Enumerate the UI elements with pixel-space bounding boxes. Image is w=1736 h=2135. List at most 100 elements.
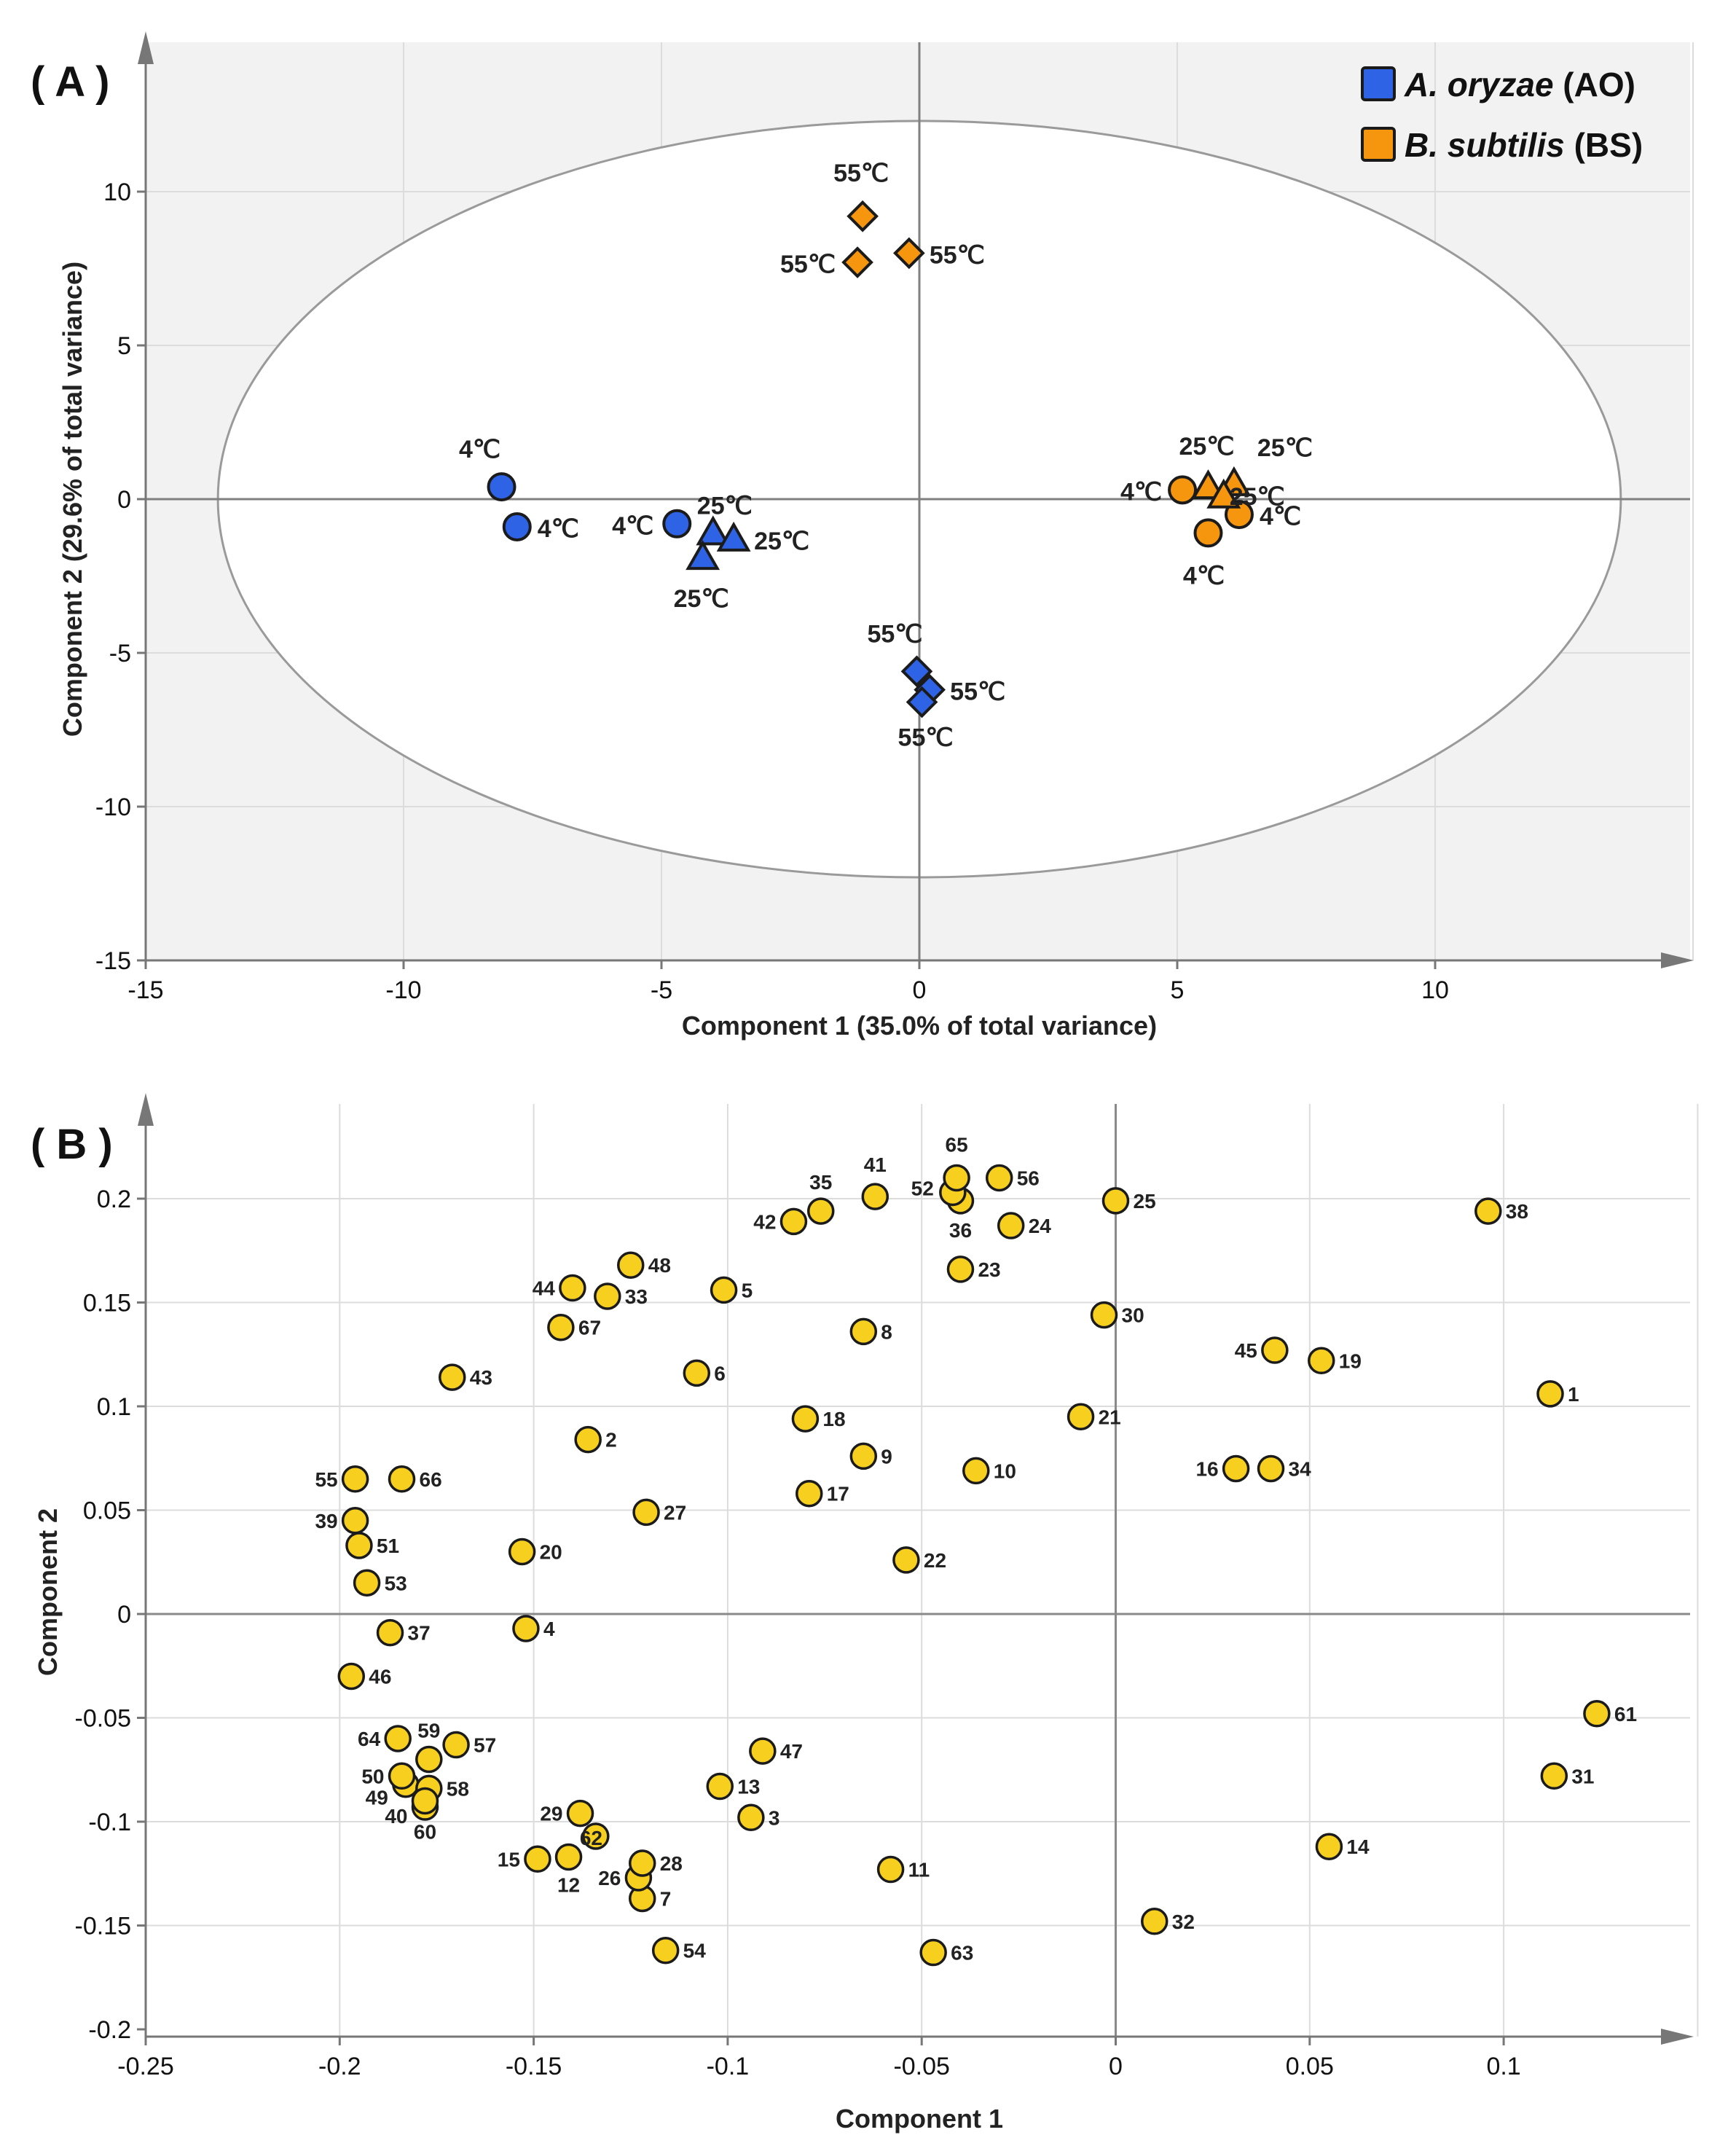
loading-label-57: 57 <box>474 1734 496 1757</box>
panel-a-x-tick-label-0: -15 <box>127 976 163 1004</box>
loading-point-25 <box>1101 1187 1130 1215</box>
point-bs-triangle-6 <box>1191 469 1225 500</box>
point-label-ao-0: 4℃ <box>459 436 500 463</box>
loading-point-54 <box>651 1936 680 1964</box>
loading-label-67: 67 <box>578 1317 601 1339</box>
point-label-ao-8: 55℃ <box>898 724 954 752</box>
panel-b-y-tick-label-2: -0.1 <box>88 1809 131 1836</box>
loading-label-15: 15 <box>498 1848 520 1870</box>
loading-point-38 <box>1474 1197 1502 1225</box>
point-label-ao-4: 25℃ <box>754 528 809 555</box>
loading-label-1: 1 <box>1568 1383 1579 1406</box>
loading-point-1 <box>1536 1380 1564 1408</box>
loading-label-55: 55 <box>315 1468 337 1491</box>
loading-point-27 <box>632 1498 660 1527</box>
point-label-bs-4: 4℃ <box>1260 503 1301 530</box>
loading-label-34: 34 <box>1289 1458 1312 1481</box>
panel-b-x-tick-label-7: 0.1 <box>1486 2053 1520 2080</box>
panel-b-y-tick-label-0: -0.2 <box>88 2016 131 2044</box>
loading-label-9: 9 <box>881 1445 892 1468</box>
loading-label-35: 35 <box>809 1171 832 1194</box>
loading-point-39 <box>341 1507 369 1535</box>
loading-label-18: 18 <box>822 1408 845 1430</box>
loading-label-54: 54 <box>683 1940 707 1962</box>
panel-a-y-tick-label-0: -15 <box>95 947 131 975</box>
point-bs-diamond-0 <box>847 200 879 232</box>
loading-point-32 <box>1141 1908 1169 1935</box>
loading-label-56: 56 <box>1017 1167 1040 1190</box>
loading-label-48: 48 <box>648 1254 671 1277</box>
loading-point-10 <box>962 1457 990 1485</box>
loading-label-49: 49 <box>366 1787 388 1809</box>
panel-b-y-tick-label-8: 0.2 <box>97 1186 131 1213</box>
panel-b-x-axis-title: Component 1 <box>836 2104 1003 2134</box>
loading-label-5: 5 <box>742 1279 753 1301</box>
loading-point-17 <box>795 1479 823 1508</box>
loading-label-47: 47 <box>780 1740 803 1763</box>
panel-a-x-axis-arrow <box>1661 952 1694 968</box>
point-label-ao-3: 25℃ <box>697 492 753 520</box>
loading-point-56 <box>985 1164 1013 1192</box>
loading-point-18 <box>791 1405 820 1433</box>
loading-point-47 <box>749 1737 777 1765</box>
loading-label-33: 33 <box>625 1285 648 1308</box>
loading-point-2 <box>574 1425 602 1454</box>
loading-label-44: 44 <box>533 1277 556 1300</box>
panel-a-y-axis-title: Component 2 (29.6% of total variance) <box>58 262 87 737</box>
point-ao-triangle-3 <box>696 515 731 546</box>
loading-label-14: 14 <box>1346 1836 1370 1858</box>
panel-a-y-tick-label-2: -5 <box>109 640 131 667</box>
loading-label-25: 25 <box>1134 1190 1156 1213</box>
loading-point-3 <box>737 1803 765 1832</box>
loading-point-65 <box>943 1164 970 1192</box>
point-ao-triangle-5 <box>686 540 720 571</box>
point-label-ao-7: 55℃ <box>950 678 1005 706</box>
point-label-bs-7: 25℃ <box>1257 434 1313 462</box>
point-ao-circle-0 <box>487 472 517 502</box>
loading-point-59 <box>415 1745 443 1774</box>
loading-label-12: 12 <box>557 1873 580 1896</box>
legend-label-bs: B. subtilis (BS) <box>1405 126 1643 164</box>
loading-label-39: 39 <box>315 1510 337 1532</box>
loading-point-61 <box>1583 1700 1611 1728</box>
loading-label-24: 24 <box>1029 1215 1052 1237</box>
loading-label-50: 50 <box>361 1765 384 1787</box>
loading-point-51 <box>345 1532 373 1559</box>
loading-point-42 <box>779 1207 808 1236</box>
loading-label-10: 10 <box>994 1460 1016 1482</box>
loading-point-30 <box>1090 1301 1118 1329</box>
loading-point-11 <box>876 1855 905 1884</box>
loading-point-35 <box>806 1197 835 1225</box>
panel-a-y-axis-arrow <box>138 31 154 64</box>
loading-point-15 <box>524 1845 551 1873</box>
loading-label-31: 31 <box>1571 1765 1594 1787</box>
panel-a-label: ( A ) <box>31 58 109 106</box>
loading-label-20: 20 <box>540 1541 562 1564</box>
point-ao-diamond-8 <box>906 686 938 718</box>
point-label-ao-2: 4℃ <box>612 512 653 540</box>
loading-point-55 <box>341 1465 369 1493</box>
panel-b-x-tick-label-6: 0.05 <box>1286 2053 1334 2080</box>
panel-b-x-tick-label-0: -0.25 <box>117 2053 174 2080</box>
panel-a-x-axis-title: Component 1 (35.0% of total variance) <box>682 1011 1157 1041</box>
loading-point-46 <box>337 1662 366 1691</box>
point-bs-triangle-8 <box>1206 478 1241 509</box>
loading-point-60 <box>411 1787 439 1815</box>
loading-label-3: 3 <box>769 1806 780 1829</box>
panel-b: ( B ) -0.25 -0.2 -0.15 -0.1 -0.05 0 0.05 0.1-0.… <box>31 1093 1699 2134</box>
loading-point-53 <box>353 1569 381 1597</box>
loading-label-40: 40 <box>385 1805 407 1828</box>
point-label-bs-5: 4℃ <box>1183 562 1225 589</box>
loading-label-38: 38 <box>1506 1200 1528 1223</box>
loading-point-5 <box>710 1276 738 1304</box>
loading-point-6 <box>683 1359 711 1387</box>
point-label-bs-2: 55℃ <box>930 241 985 269</box>
legend-label-ao: A. oryzae (AO) <box>1404 66 1635 103</box>
panel-b-y-tick-label-4: 0 <box>117 1601 131 1629</box>
loading-label-65: 65 <box>946 1134 968 1156</box>
panel-a-legend: A. oryzae (AO) B. subtilis (BS) <box>1361 66 1643 164</box>
panel-a-x-tick-label-4: 5 <box>1171 976 1185 1004</box>
